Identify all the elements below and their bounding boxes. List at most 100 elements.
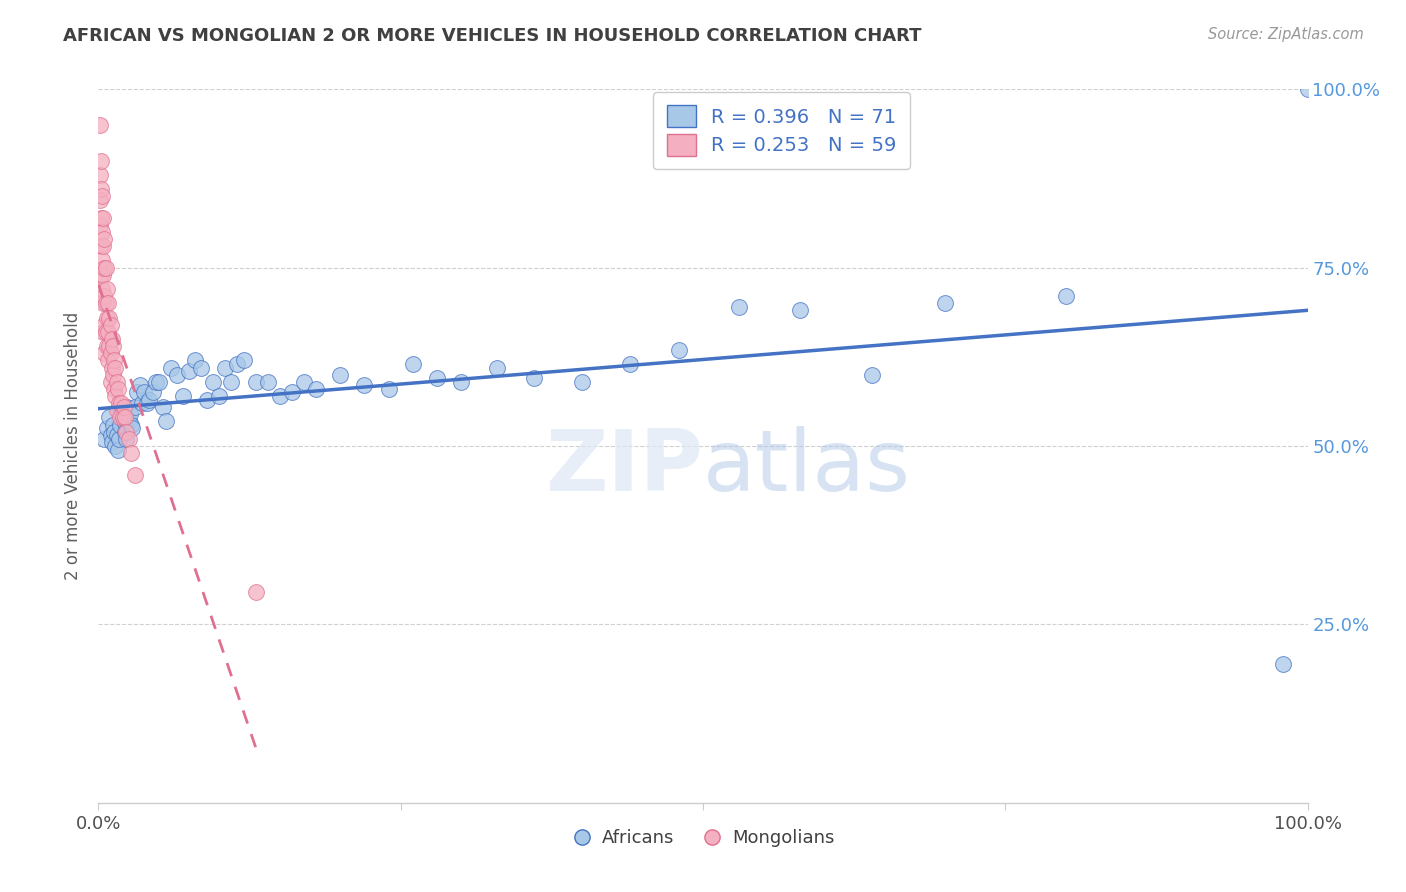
Point bbox=[101, 417, 124, 432]
Point bbox=[91, 268, 114, 282]
Point bbox=[112, 400, 135, 414]
Point bbox=[100, 435, 122, 450]
Point bbox=[135, 396, 157, 410]
Point bbox=[120, 446, 142, 460]
Point bbox=[105, 428, 128, 442]
Point bbox=[377, 382, 399, 396]
Point bbox=[98, 339, 121, 353]
Point bbox=[89, 168, 111, 182]
Point bbox=[91, 296, 114, 310]
Point bbox=[93, 232, 115, 246]
Point bbox=[96, 310, 118, 325]
Point bbox=[110, 396, 132, 410]
Point bbox=[94, 260, 117, 275]
Point bbox=[108, 410, 131, 425]
Point bbox=[172, 389, 194, 403]
Point bbox=[90, 268, 112, 282]
Point bbox=[160, 360, 183, 375]
Point bbox=[111, 407, 134, 421]
Point bbox=[93, 432, 115, 446]
Point bbox=[114, 425, 136, 439]
Point bbox=[120, 417, 142, 432]
Point bbox=[145, 375, 167, 389]
Point bbox=[103, 425, 125, 439]
Point bbox=[112, 414, 135, 428]
Point bbox=[860, 368, 883, 382]
Point bbox=[90, 153, 112, 168]
Text: atlas: atlas bbox=[703, 425, 911, 509]
Point bbox=[97, 296, 120, 310]
Point bbox=[208, 389, 231, 403]
Point bbox=[105, 375, 128, 389]
Point bbox=[202, 375, 225, 389]
Point bbox=[91, 211, 114, 225]
Point bbox=[89, 118, 111, 132]
Point bbox=[281, 385, 304, 400]
Y-axis label: 2 or more Vehicles in Household: 2 or more Vehicles in Household bbox=[65, 312, 83, 580]
Point bbox=[214, 360, 236, 375]
Point bbox=[96, 282, 118, 296]
Point bbox=[94, 325, 117, 339]
Point bbox=[93, 260, 115, 275]
Point bbox=[105, 403, 128, 417]
Point bbox=[104, 439, 127, 453]
Point bbox=[450, 375, 472, 389]
Point bbox=[166, 368, 188, 382]
Point bbox=[152, 400, 174, 414]
Point bbox=[93, 318, 115, 332]
Point bbox=[97, 325, 120, 339]
Point bbox=[111, 410, 134, 425]
Point bbox=[619, 357, 641, 371]
Point bbox=[90, 239, 112, 253]
Point bbox=[98, 310, 121, 325]
Point bbox=[100, 360, 122, 375]
Point bbox=[100, 428, 122, 442]
Point bbox=[134, 385, 156, 400]
Point bbox=[256, 375, 278, 389]
Point bbox=[108, 432, 131, 446]
Point bbox=[402, 357, 425, 371]
Point bbox=[155, 414, 177, 428]
Point bbox=[292, 375, 315, 389]
Point bbox=[91, 225, 114, 239]
Point bbox=[100, 332, 122, 346]
Point bbox=[190, 360, 212, 375]
Point bbox=[107, 442, 129, 457]
Point bbox=[98, 410, 121, 425]
Point bbox=[1054, 289, 1077, 303]
Point bbox=[90, 182, 112, 196]
Point bbox=[108, 417, 131, 432]
Point bbox=[100, 318, 122, 332]
Point bbox=[486, 360, 509, 375]
Point bbox=[118, 407, 141, 421]
Point bbox=[91, 189, 114, 203]
Point bbox=[117, 400, 139, 414]
Point bbox=[245, 585, 267, 599]
Point bbox=[97, 353, 120, 368]
Point bbox=[101, 368, 124, 382]
Point bbox=[115, 432, 138, 446]
Point bbox=[90, 211, 112, 225]
Text: Source: ZipAtlas.com: Source: ZipAtlas.com bbox=[1208, 27, 1364, 42]
Point bbox=[127, 385, 149, 400]
Point bbox=[128, 378, 150, 392]
Point bbox=[1272, 657, 1295, 671]
Point bbox=[107, 382, 129, 396]
Point bbox=[96, 339, 118, 353]
Point bbox=[100, 346, 122, 360]
Point bbox=[89, 218, 111, 232]
Point bbox=[94, 296, 117, 310]
Point bbox=[232, 353, 254, 368]
Point bbox=[426, 371, 449, 385]
Point bbox=[124, 467, 146, 482]
Point bbox=[269, 389, 291, 403]
Point bbox=[108, 396, 131, 410]
Text: AFRICAN VS MONGOLIAN 2 OR MORE VEHICLES IN HOUSEHOLD CORRELATION CHART: AFRICAN VS MONGOLIAN 2 OR MORE VEHICLES … bbox=[63, 27, 922, 45]
Point bbox=[184, 353, 207, 368]
Point bbox=[728, 300, 751, 314]
Point bbox=[195, 392, 218, 407]
Point bbox=[89, 193, 111, 207]
Point bbox=[523, 371, 546, 385]
Point bbox=[221, 375, 243, 389]
Point bbox=[226, 357, 249, 371]
